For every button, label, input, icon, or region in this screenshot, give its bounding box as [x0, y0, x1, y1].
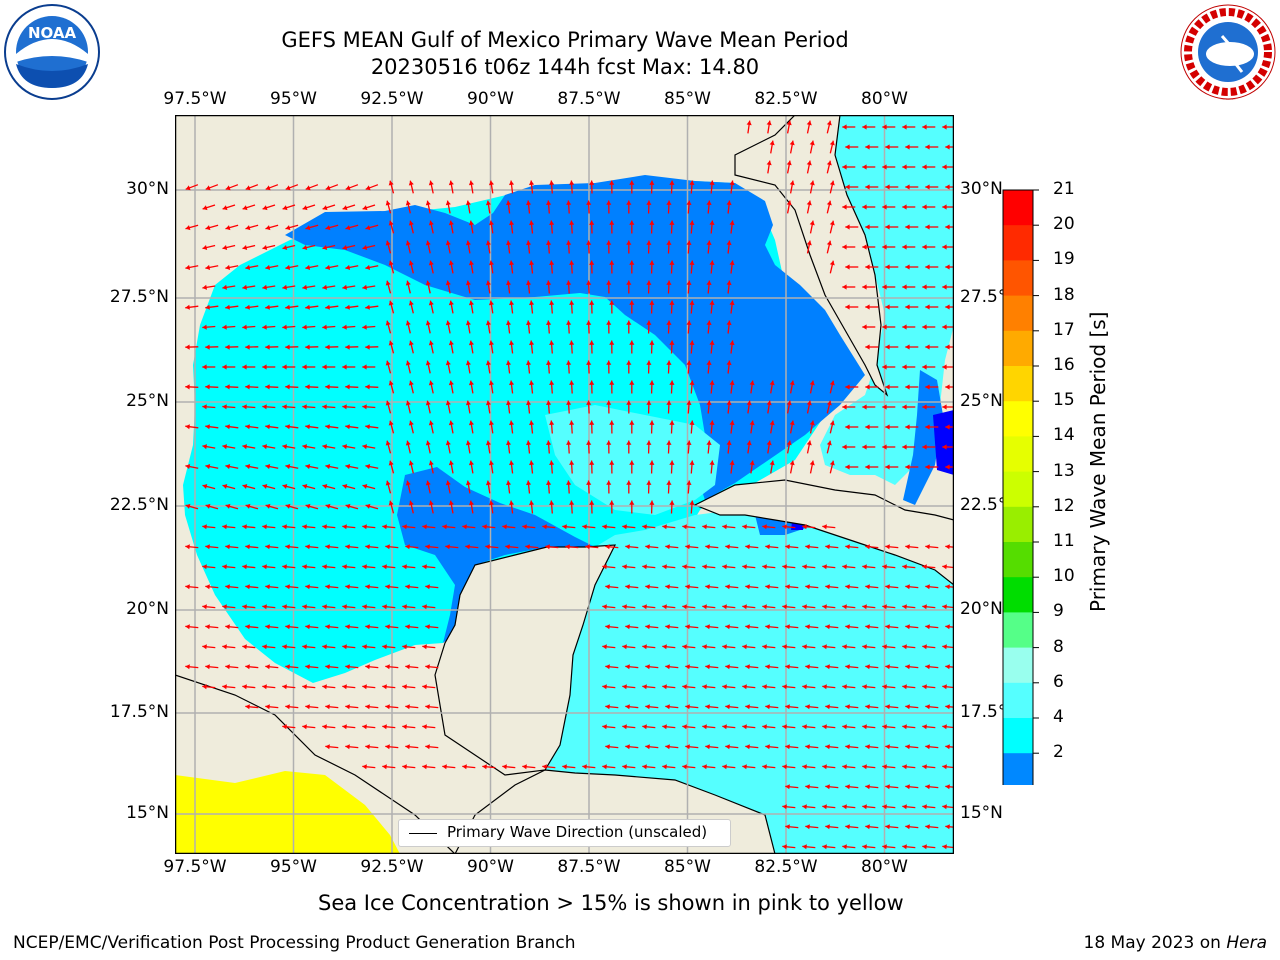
caribbean-water — [545, 510, 954, 854]
lon-tick-bottom: 95°W — [270, 857, 317, 877]
yucatan-land — [434, 544, 617, 776]
lon-tick-bottom: 85°W — [664, 857, 711, 877]
lon-tick-bottom: 97.5°W — [163, 857, 227, 877]
bahamas-shallow-water — [903, 370, 943, 505]
colorbar-segment — [1003, 366, 1033, 402]
colorbar-segment — [1003, 260, 1033, 297]
colorbar-tick: 13 — [1053, 460, 1075, 481]
colorbar-tick: 8 — [1053, 636, 1064, 657]
colorbar-tick: 4 — [1053, 707, 1064, 727]
lat-lon-grid — [175, 115, 954, 854]
colorbar-segment — [1003, 506, 1033, 543]
colorbar-tick: 21 — [1053, 179, 1075, 199]
lon-tick-top: 97.5°W — [163, 89, 227, 109]
map-title-line2: 20230516 t06z 144h fcst Max: 14.80 — [370, 55, 760, 79]
colorbar — [1002, 189, 1039, 785]
lon-tick-top: 80°W — [861, 89, 908, 109]
nws-logo: NATIONAL WEATHER SERVICE — [1180, 4, 1276, 101]
lat-tick-left: 27.5°N — [109, 287, 169, 307]
lon-tick-bottom: 87.5°W — [557, 857, 621, 877]
colorbar-tick: 16 — [1053, 355, 1075, 375]
colorbar-segment — [1003, 295, 1033, 332]
legend-line-icon — [409, 833, 437, 834]
northern-shelf-water — [285, 175, 865, 500]
lon-tick-top: 87.5°W — [557, 89, 621, 109]
colorbar-tick: 19 — [1053, 249, 1075, 270]
noaa-logo: NOAA — [4, 4, 100, 100]
colorbar-segment — [1003, 471, 1033, 508]
lat-tick-left: 22.5°N — [109, 495, 169, 515]
wave-direction-arrows — [185, 120, 954, 850]
lon-tick-top: 92.5°W — [360, 89, 424, 109]
map-panel — [175, 115, 954, 854]
nws-logo-text: NATIONAL WEATHER SERVICE — [1221, 98, 1236, 101]
colorbar-segment — [1003, 401, 1033, 437]
lat-tick-right: 22.5° — [960, 495, 1007, 515]
colorbar-segment — [1003, 225, 1033, 261]
colorbar-tick: 18 — [1053, 284, 1075, 305]
lat-tick-right: 25°N — [960, 391, 1003, 411]
lon-tick-bottom: 80°W — [861, 857, 908, 877]
colorbar-tick: 2 — [1053, 742, 1064, 763]
colorbar-segment — [1003, 647, 1033, 684]
lon-tick-top: 82.5°W — [754, 89, 818, 109]
colorbar-segment — [1003, 612, 1033, 649]
lat-tick-right: 27.5° — [960, 287, 1007, 307]
colorbar-tick: 14 — [1053, 425, 1075, 446]
lon-tick-bottom: 90°W — [467, 857, 514, 877]
lat-tick-left: 25°N — [126, 391, 169, 411]
colorbar-segment — [1003, 330, 1033, 367]
colorbar-segment — [1003, 436, 1033, 473]
pacific-yellow-region — [175, 771, 400, 854]
noaa-logo-text: NOAA — [28, 24, 77, 42]
colorbar-tick: 12 — [1053, 495, 1075, 516]
footer-date: 18 May 2023 on Hera — [1084, 933, 1268, 953]
colorbar-segment — [1003, 542, 1033, 578]
colorbar-segment — [1003, 718, 1033, 754]
colorbar-label: Primary Wave Mean Period [s] — [1086, 311, 1110, 613]
lon-tick-top: 95°W — [270, 89, 317, 109]
colorbar-segment — [1003, 682, 1033, 719]
lon-tick-top: 90°W — [467, 89, 514, 109]
legend-label: Primary Wave Direction (unscaled) — [447, 823, 708, 841]
footer-date-text: 18 May 2023 on — [1083, 933, 1227, 953]
colorbar-tick: 9 — [1053, 601, 1064, 622]
colorbar-tick: 10 — [1053, 566, 1075, 587]
map-title-line1: GEFS MEAN Gulf of Mexico Primary Wave Me… — [281, 28, 849, 52]
colorbar-tick: 6 — [1053, 671, 1064, 692]
lat-tick-left: 30°N — [126, 179, 169, 199]
lat-tick-right: 17.5° — [960, 702, 1007, 722]
sea-ice-note: Sea Ice Concentration > 15% is shown in … — [318, 891, 904, 915]
colorbar-tick: 20 — [1053, 214, 1075, 235]
campeche-shelf-water — [397, 467, 595, 643]
lat-tick-right: 30°N — [960, 179, 1003, 199]
colorbar-segment — [1003, 577, 1033, 613]
footer-host: Hera — [1226, 933, 1267, 953]
lon-tick-bottom: 82.5°W — [754, 857, 818, 877]
colorbar-tick: 11 — [1053, 531, 1075, 551]
lat-tick-right: 15°N — [960, 803, 1003, 823]
colorbar-tick: 15 — [1053, 390, 1075, 411]
lon-tick-top: 85°W — [664, 89, 711, 109]
colorbar-tick: 17 — [1053, 319, 1075, 340]
lat-tick-right: 20°N — [960, 599, 1003, 619]
florida-land — [734, 115, 889, 397]
map-legend: Primary Wave Direction (unscaled) — [398, 819, 731, 847]
colorbar-segment — [1003, 190, 1033, 226]
lat-tick-left: 20°N — [126, 599, 169, 619]
lon-tick-bottom: 92.5°W — [360, 857, 424, 877]
lat-tick-left: 17.5°N — [109, 702, 169, 722]
footer-org: NCEP/EMC/Verification Post Processing Pr… — [13, 933, 576, 953]
lat-tick-left: 15°N — [126, 803, 169, 823]
colorbar-segment — [1003, 753, 1033, 785]
